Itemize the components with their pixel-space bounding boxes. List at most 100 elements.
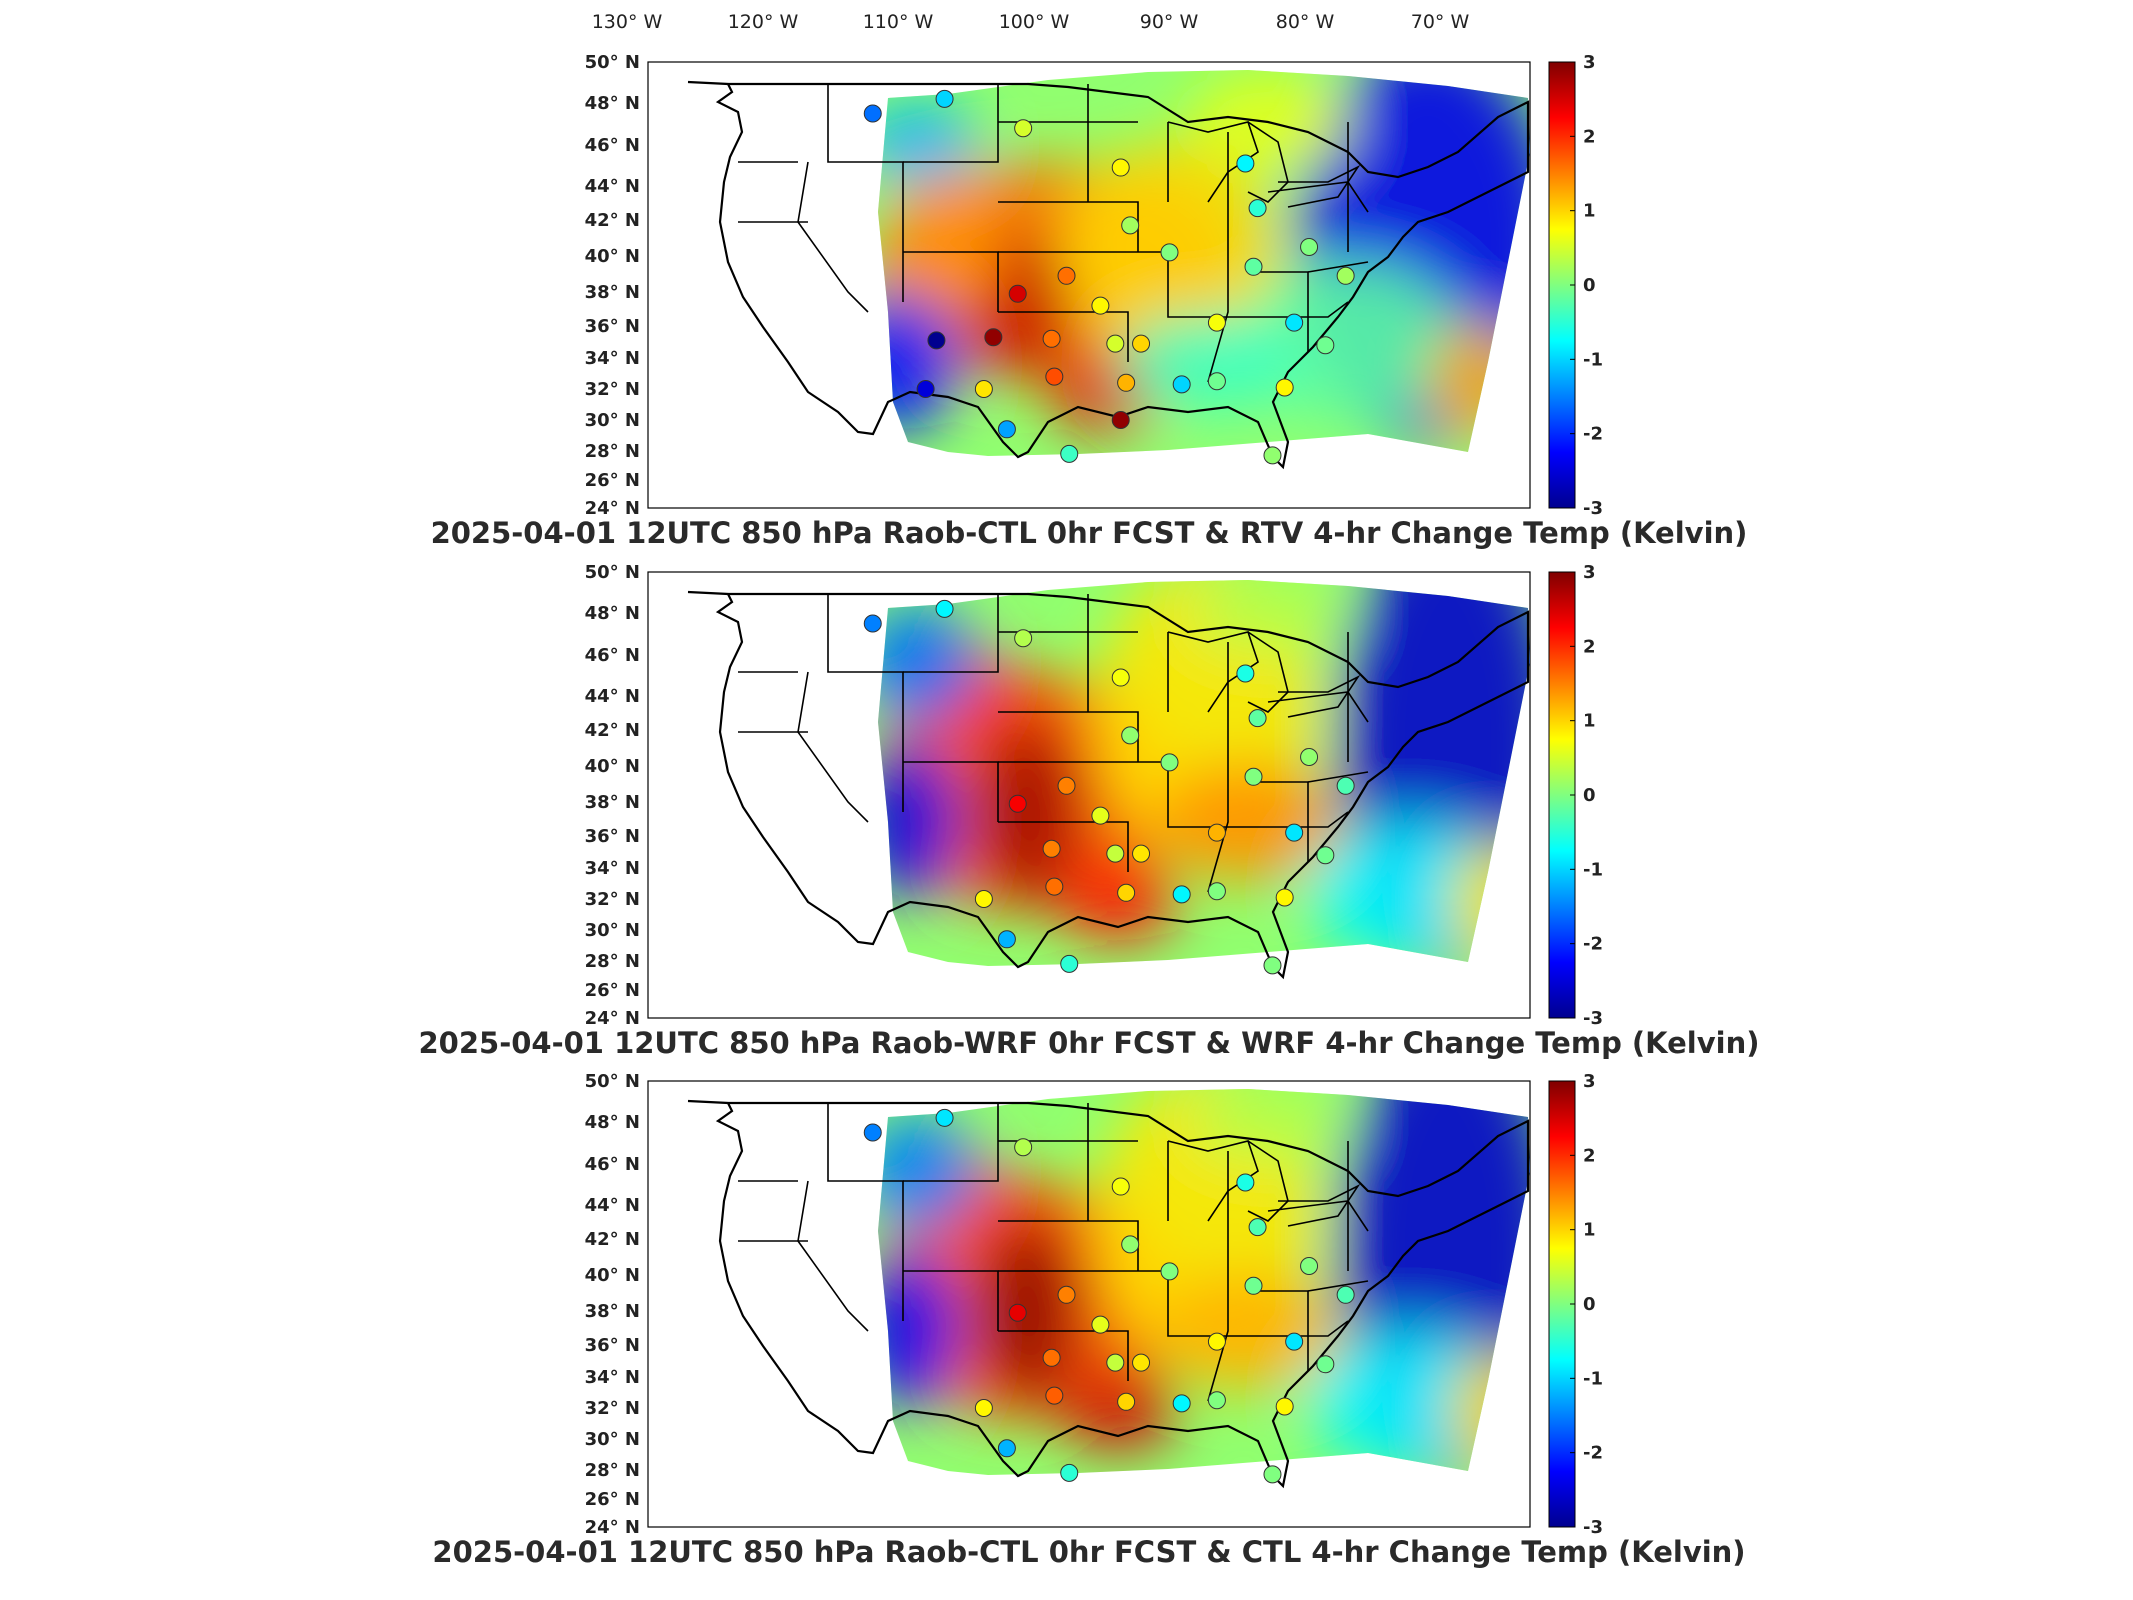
- raob-station-marker: [1132, 844, 1151, 863]
- latitude-label: 24° N: [585, 1008, 640, 1029]
- longitude-label: 130° W: [592, 11, 663, 33]
- raob-station-marker: [863, 1123, 882, 1142]
- colorbar-tick-label: -3: [1583, 498, 1603, 519]
- latitude-label: 26° N: [585, 1489, 640, 1510]
- raob-station-marker: [1121, 216, 1140, 235]
- raob-station-marker: [1042, 1348, 1061, 1367]
- raob-station-marker: [1060, 954, 1079, 973]
- colorbar-tick-label: 2: [1583, 636, 1596, 657]
- latitude-label: 40° N: [585, 1265, 640, 1286]
- raob-station-marker: [1106, 1353, 1125, 1372]
- raob-station-marker: [1236, 154, 1255, 173]
- raob-station-marker: [1207, 1332, 1226, 1351]
- raob-station-marker: [1111, 158, 1130, 177]
- latitude-label: 30° N: [585, 410, 640, 431]
- panel-title: 2025-04-01 12UTC 850 hPa Raob-CTL 0hr FC…: [431, 516, 1748, 550]
- latitude-label: 42° N: [585, 1229, 640, 1250]
- raob-station-marker: [1248, 199, 1267, 218]
- state-boundaries: [687, 590, 1530, 980]
- colorbar-tick-label: 2: [1583, 1145, 1596, 1166]
- map-panel-2: 50° N 48° N 46° N 44° N 42° N 40° N 38° N 36° N…: [418, 562, 1759, 1060]
- raob-station-marker: [1117, 373, 1136, 392]
- latitude-label: 50° N: [585, 52, 640, 73]
- longitude-label: 90° W: [1140, 11, 1199, 33]
- raob-station-marker: [1014, 629, 1033, 648]
- raob-station-marker: [1057, 776, 1076, 795]
- latitude-label: 38° N: [585, 1301, 640, 1322]
- raob-station-marker: [1060, 444, 1079, 463]
- raob-station-marker: [1336, 776, 1355, 795]
- latitude-label: 30° N: [585, 920, 640, 941]
- raob-station-marker: [1207, 823, 1226, 842]
- raob-station-marker: [1275, 888, 1294, 907]
- raob-station-marker: [935, 89, 954, 108]
- raob-station-marker: [927, 331, 946, 350]
- raob-station-marker: [997, 930, 1016, 949]
- latitude-label: 46° N: [585, 645, 640, 666]
- latitude-label: 42° N: [585, 720, 640, 741]
- latitude-label: 38° N: [585, 792, 640, 813]
- latitude-label: 38° N: [585, 282, 640, 303]
- latitude-label: 26° N: [585, 980, 640, 1001]
- raob-station-marker: [1106, 844, 1125, 863]
- raob-station-marker: [1207, 313, 1226, 332]
- raob-station-marker: [916, 380, 935, 398]
- latitude-label: 30° N: [585, 1429, 640, 1450]
- latitude-label: 32° N: [585, 1398, 640, 1419]
- raob-station-marker: [1207, 882, 1226, 901]
- map-panel-1: 50° N 48° N 46° N 44° N 42° N 40° N 38° N 36° N…: [431, 52, 1748, 550]
- raob-station-marker: [1263, 956, 1282, 975]
- latitude-label: 46° N: [585, 1154, 640, 1175]
- raob-station-marker: [1014, 119, 1033, 138]
- raob-station-marker: [863, 614, 882, 633]
- colorbar-tick-label: 3: [1583, 1071, 1596, 1092]
- raob-station-marker: [1091, 806, 1110, 825]
- raob-station-marker: [1244, 767, 1263, 786]
- raob-station-marker: [1132, 334, 1151, 353]
- raob-station-marker: [1248, 1218, 1267, 1237]
- latitude-label: 34° N: [585, 1367, 640, 1388]
- raob-station-marker: [997, 1439, 1016, 1458]
- colorbar-tick-label: 1: [1583, 201, 1596, 222]
- raob-station-marker: [1300, 238, 1319, 256]
- latitude-label: 44° N: [585, 686, 640, 707]
- raob-station-marker: [1042, 329, 1061, 348]
- raob-station-marker: [1008, 284, 1027, 303]
- longitude-label: 100° W: [999, 11, 1070, 33]
- raob-station-marker: [1091, 296, 1110, 315]
- raob-station-marker: [1172, 885, 1191, 904]
- raob-station-marker: [1275, 378, 1294, 397]
- raob-station-marker: [1042, 839, 1061, 858]
- raob-station-marker: [863, 104, 882, 123]
- raob-station-marker: [935, 599, 954, 618]
- raob-station-marker: [1207, 1391, 1226, 1410]
- latitude-label: 40° N: [585, 756, 640, 777]
- latitude-label: 36° N: [585, 316, 640, 337]
- state-boundaries: [687, 80, 1530, 470]
- raob-station-marker: [1045, 877, 1064, 896]
- map-panel-3: 50° N 48° N 46° N 44° N 42° N 40° N 38° N 36° N…: [432, 1071, 1745, 1569]
- raob-station-marker: [1172, 375, 1191, 394]
- latitude-label: 50° N: [585, 562, 640, 583]
- raob-station-marker: [1106, 334, 1125, 353]
- latitude-label: 26° N: [585, 470, 640, 491]
- latitude-label: 40° N: [585, 246, 640, 267]
- raob-station-marker: [1057, 1285, 1076, 1304]
- longitude-label: 120° W: [728, 11, 799, 33]
- raob-station-marker: [1091, 1315, 1110, 1334]
- raob-station-marker: [1117, 883, 1136, 902]
- raob-station-marker: [1263, 446, 1282, 465]
- raob-station-marker: [1285, 823, 1304, 842]
- raob-station-marker: [1248, 709, 1267, 728]
- colorbar-tick-label: -2: [1583, 934, 1603, 955]
- colorbar-tick-label: 0: [1583, 785, 1596, 806]
- longitude-label: 70° W: [1411, 11, 1470, 33]
- state-boundaries: [687, 1099, 1530, 1489]
- raob-station-marker: [935, 1108, 954, 1127]
- latitude-label: 36° N: [585, 1335, 640, 1356]
- colorbar-tick-label: -1: [1583, 1368, 1603, 1389]
- latitude-label: 32° N: [585, 379, 640, 400]
- raob-station-marker: [1132, 1353, 1151, 1372]
- longitude-label: 110° W: [863, 11, 934, 33]
